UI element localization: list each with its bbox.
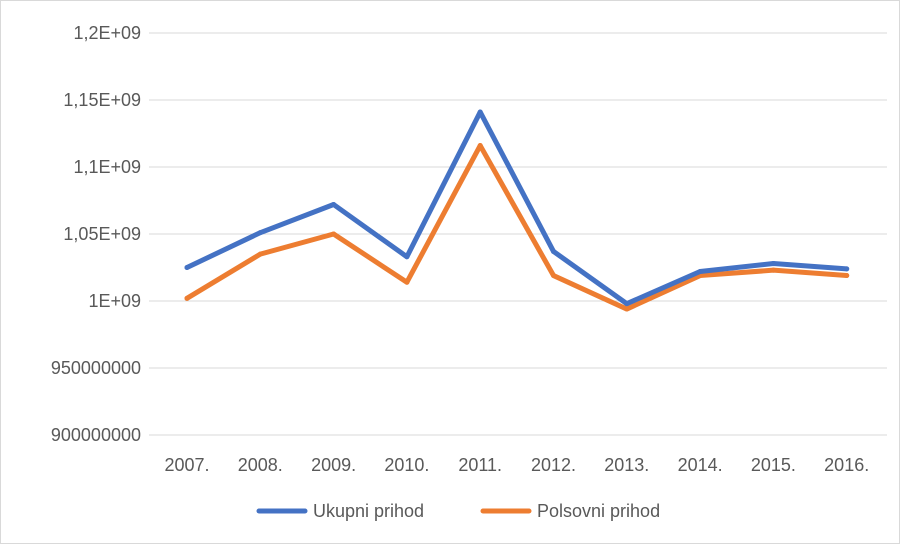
data-point bbox=[770, 260, 776, 266]
x-tick-label: 2011. bbox=[458, 455, 502, 475]
x-axis-tick-labels: 2007. 2008. 2009. 2010. 2011. 2012. 2013. 2014.… bbox=[164, 455, 869, 475]
data-point bbox=[477, 143, 483, 149]
data-point bbox=[184, 265, 190, 270]
series-line-ukupni-prihod bbox=[184, 109, 850, 307]
data-point bbox=[624, 301, 630, 307]
data-point bbox=[697, 269, 703, 275]
data-point bbox=[551, 248, 556, 254]
legend-label: Ukupni prihod bbox=[313, 501, 424, 521]
y-tick-label: 1,15E+09 bbox=[63, 90, 141, 110]
y-tick-label: 1,1E+09 bbox=[73, 157, 141, 177]
data-point bbox=[257, 230, 263, 236]
series-lines bbox=[184, 109, 850, 312]
x-tick-label: 2012. bbox=[531, 455, 576, 475]
x-tick-label: 2007. bbox=[164, 455, 209, 475]
x-tick-label: 2013. bbox=[604, 455, 649, 475]
y-tick-label: 1,2E+09 bbox=[73, 23, 141, 43]
x-tick-label: 2008. bbox=[238, 455, 283, 475]
y-tick-label: 1,05E+09 bbox=[63, 224, 141, 244]
x-tick-label: 2015. bbox=[751, 455, 796, 475]
x-tick-label: 2016. bbox=[824, 455, 869, 475]
data-point bbox=[184, 295, 190, 301]
data-point bbox=[477, 109, 483, 115]
data-point bbox=[624, 306, 630, 312]
y-tick-label: 900000000 bbox=[51, 425, 141, 445]
legend-label: Polsovni prihod bbox=[537, 501, 660, 521]
data-point bbox=[770, 267, 776, 273]
data-point bbox=[844, 266, 850, 272]
x-tick-label: 2009. bbox=[311, 455, 356, 475]
data-point bbox=[551, 273, 556, 279]
y-tick-label: 950000000 bbox=[51, 358, 141, 378]
series-line-polsovni-prihod bbox=[184, 143, 850, 312]
gridlines bbox=[149, 32, 887, 436]
data-point bbox=[331, 202, 337, 208]
data-point bbox=[257, 251, 263, 257]
legend: Ukupni prihod Polsovni prihod bbox=[256, 501, 660, 521]
data-point bbox=[331, 231, 337, 237]
data-point bbox=[404, 279, 410, 285]
data-point bbox=[404, 254, 410, 260]
y-tick-label: 1E+09 bbox=[88, 291, 141, 311]
y-axis-tick-labels: 900000000 950000000 1E+09 1,05E+09 1,1E+09 1,… bbox=[51, 23, 141, 445]
x-tick-label: 2014. bbox=[678, 455, 723, 475]
x-tick-label: 2010. bbox=[384, 455, 429, 475]
data-point bbox=[844, 273, 850, 279]
